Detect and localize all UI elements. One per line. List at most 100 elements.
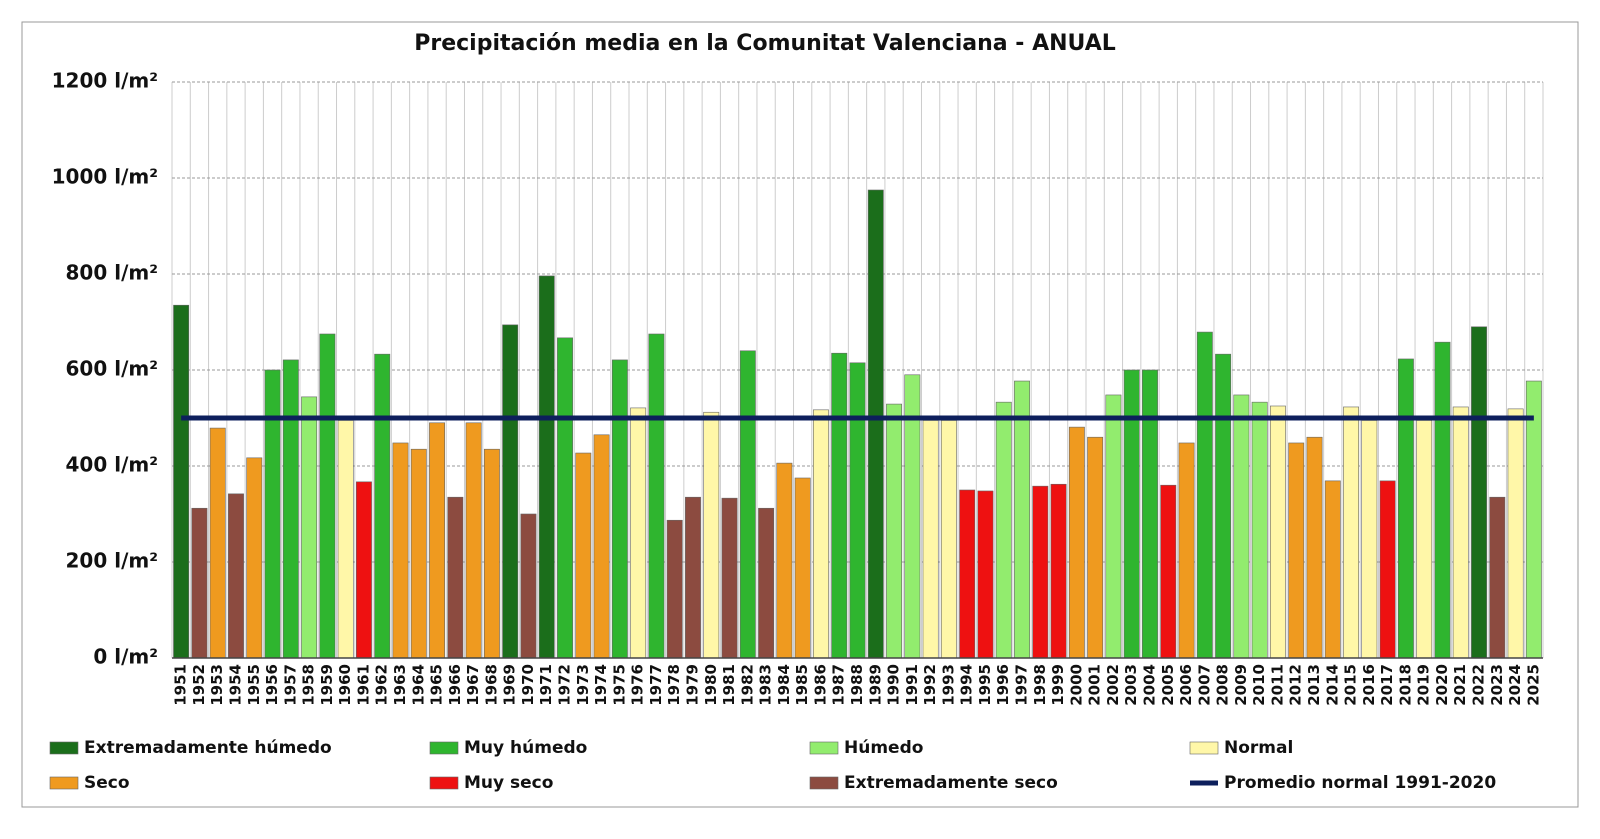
bar <box>1343 406 1360 659</box>
x-tick-label: 1980 <box>702 664 720 706</box>
y-tick-label: 200 l/m² <box>66 549 158 573</box>
x-tick-label: 2020 <box>1433 664 1451 706</box>
x-tick-label: 1973 <box>574 664 592 706</box>
x-tick-label: 1955 <box>245 664 263 706</box>
x-tick-label: 1998 <box>1031 664 1049 706</box>
legend-swatch <box>809 776 839 790</box>
bar <box>995 401 1012 659</box>
bar <box>410 448 427 659</box>
x-tick-label: 2007 <box>1195 664 1213 706</box>
x-tick-label: 1999 <box>1049 664 1067 706</box>
legend-label: Normal <box>1224 738 1293 758</box>
x-tick-label: 1969 <box>501 664 519 706</box>
legend-label: Extremadamente húmedo <box>84 738 332 758</box>
x-tick-label: 1985 <box>793 664 811 706</box>
bar <box>739 350 756 659</box>
legend-swatch <box>429 776 459 790</box>
bar <box>1068 426 1085 659</box>
bar <box>355 481 372 659</box>
x-tick-label: 1954 <box>226 664 244 706</box>
bar <box>1196 331 1213 659</box>
x-tick-label: 1993 <box>939 664 957 706</box>
x-tick-label: 1992 <box>921 664 939 706</box>
bar <box>1050 483 1067 659</box>
bar <box>630 407 647 659</box>
bar <box>758 507 775 659</box>
x-tick-label: 2003 <box>1122 664 1140 706</box>
bar <box>191 507 208 659</box>
bar <box>867 189 884 659</box>
x-tick-label: 1983 <box>757 664 775 706</box>
bar <box>1379 480 1396 659</box>
legend-label: Muy húmedo <box>464 738 587 758</box>
x-tick-label: 1958 <box>300 664 318 706</box>
x-tick-label: 1987 <box>830 664 848 706</box>
legend-label: Seco <box>84 773 130 793</box>
x-tick-label: 1991 <box>903 664 921 706</box>
bar <box>557 337 573 659</box>
y-tick-label: 1000 l/m² <box>52 165 158 189</box>
x-tick-label: 1966 <box>446 664 464 706</box>
bar <box>209 427 226 659</box>
x-tick-label: 2002 <box>1104 664 1122 706</box>
x-tick-label: 1982 <box>738 664 756 706</box>
bar <box>959 489 976 659</box>
x-tick-label: 2013 <box>1305 664 1323 706</box>
bar <box>1434 341 1451 659</box>
bar <box>1105 394 1122 659</box>
bar <box>922 420 939 659</box>
x-tick-label: 1971 <box>537 664 555 706</box>
x-tick-label: 1989 <box>866 664 884 706</box>
x-tick-label: 1974 <box>592 664 610 706</box>
x-tick-label: 1995 <box>976 664 994 706</box>
bar <box>812 409 829 659</box>
x-tick-label: 2009 <box>1232 664 1250 706</box>
x-tick-label: 1972 <box>556 664 574 706</box>
bar <box>1178 442 1195 659</box>
x-tick-label: 2016 <box>1360 664 1378 706</box>
bar <box>173 304 190 659</box>
legend-swatch <box>809 741 839 755</box>
x-tick-label: 1964 <box>409 664 427 706</box>
bar <box>502 324 519 659</box>
bar <box>1087 436 1104 659</box>
bar <box>1471 326 1487 659</box>
bar <box>1324 480 1341 659</box>
x-tick-label: 1977 <box>647 664 665 706</box>
x-tick-label: 1976 <box>629 664 647 706</box>
bar <box>685 496 701 659</box>
x-tick-label: 1956 <box>263 664 281 706</box>
x-tick-label: 1952 <box>190 664 208 706</box>
bar <box>1507 408 1524 659</box>
bar <box>1361 420 1378 659</box>
x-tick-label: 2024 <box>1506 664 1524 706</box>
bar <box>465 422 482 659</box>
bar <box>1251 401 1268 659</box>
bar <box>264 369 281 659</box>
bar <box>575 452 592 659</box>
x-tick-label: 2006 <box>1177 664 1195 706</box>
bar <box>1397 358 1414 659</box>
legend-label: Muy seco <box>464 773 553 793</box>
bar <box>648 333 665 659</box>
bar <box>374 353 391 659</box>
bar <box>1123 369 1140 659</box>
x-tick-label: 1957 <box>281 664 299 706</box>
bar <box>1032 485 1049 659</box>
x-tick-label: 2010 <box>1250 664 1268 706</box>
x-tick-label: 2022 <box>1470 664 1488 706</box>
x-tick-label: 1968 <box>482 664 500 706</box>
bar <box>831 352 848 659</box>
x-tick-label: 2019 <box>1415 664 1433 706</box>
bar <box>429 422 446 659</box>
bar <box>593 434 610 659</box>
bar <box>794 477 811 659</box>
bar <box>228 493 244 659</box>
x-tick-label: 1963 <box>391 664 409 706</box>
bar <box>666 519 683 659</box>
bar <box>721 497 738 659</box>
x-tick-label: 1997 <box>1013 664 1031 706</box>
x-tick-label: 2000 <box>1067 664 1085 706</box>
bar <box>301 396 318 659</box>
